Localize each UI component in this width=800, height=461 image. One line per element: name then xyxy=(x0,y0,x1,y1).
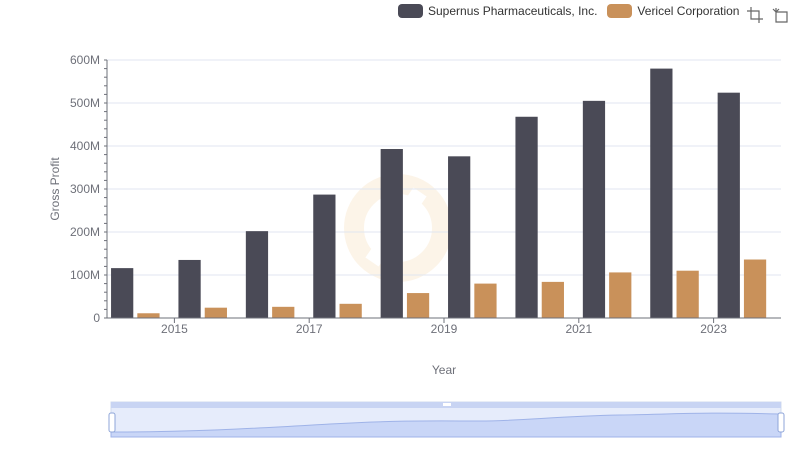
y-tick-label: 0 xyxy=(93,311,100,325)
legend-item-supernus[interactable]: Supernus Pharmaceuticals, Inc. xyxy=(398,4,597,18)
bar-supernus-2014[interactable] xyxy=(111,268,134,318)
bar-supernus-2021[interactable] xyxy=(582,100,606,318)
bar-vericel-2018[interactable] xyxy=(406,293,430,318)
legend-swatch-vericel xyxy=(607,4,633,18)
bar-vericel-2020[interactable] xyxy=(541,281,564,318)
x-tick-label: 2021 xyxy=(565,322,592,336)
y-tick-label: 300M xyxy=(70,182,100,196)
x-tick-label: 2023 xyxy=(700,322,727,336)
legend-item-vericel[interactable]: Vericel Corporation xyxy=(607,4,739,18)
data-zoom-left-handle[interactable] xyxy=(108,412,116,433)
y-axis-title: Gross Profit xyxy=(48,157,62,221)
y-tick-label: 600M xyxy=(70,53,100,67)
bar-vericel-2021[interactable] xyxy=(609,272,632,318)
bar-vericel-2014[interactable] xyxy=(137,313,160,318)
bar-vericel-2023[interactable] xyxy=(743,259,767,318)
bar-vericel-2016[interactable] xyxy=(272,306,295,318)
legend: Supernus Pharmaceuticals, Inc. Vericel C… xyxy=(398,4,749,18)
bar-vericel-2015[interactable] xyxy=(204,307,227,318)
bar-vericel-2022[interactable] xyxy=(676,270,699,318)
x-axis-title: Year xyxy=(432,363,456,377)
bar-vericel-2019[interactable] xyxy=(474,283,497,318)
bar-supernus-2019[interactable] xyxy=(448,156,471,318)
toolbox xyxy=(746,6,790,24)
y-tick-label: 500M xyxy=(70,96,100,110)
bar-supernus-2023[interactable] xyxy=(717,92,740,319)
x-tick-label: 2019 xyxy=(431,322,458,336)
data-zoom-preview-line xyxy=(110,412,782,438)
data-zoom-right-handle[interactable] xyxy=(777,412,785,433)
zoom-select-icon[interactable] xyxy=(746,6,764,24)
bar-supernus-2016[interactable] xyxy=(245,231,269,318)
x-tick-label: 2017 xyxy=(296,322,323,336)
bar-vericel-2017[interactable] xyxy=(339,303,362,318)
bar-supernus-2022[interactable] xyxy=(650,68,673,318)
y-tick-label: 400M xyxy=(70,139,100,153)
legend-label-supernus: Supernus Pharmaceuticals, Inc. xyxy=(428,4,598,18)
y-tick-label: 100M xyxy=(70,268,100,282)
legend-label-vericel: Vericel Corporation xyxy=(637,4,740,18)
y-tick-label: 200M xyxy=(70,225,100,239)
data-zoom-center-grip[interactable] xyxy=(443,403,451,406)
legend-swatch-supernus xyxy=(398,4,423,18)
bar-supernus-2017[interactable] xyxy=(313,194,336,318)
x-tick-label: 2015 xyxy=(161,322,188,336)
bar-supernus-2015[interactable] xyxy=(178,259,201,318)
bar-supernus-2020[interactable] xyxy=(515,116,538,318)
bar-supernus-2018[interactable] xyxy=(380,149,403,318)
zoom-reset-icon[interactable] xyxy=(772,6,790,24)
data-zoom-slider[interactable] xyxy=(108,401,785,438)
